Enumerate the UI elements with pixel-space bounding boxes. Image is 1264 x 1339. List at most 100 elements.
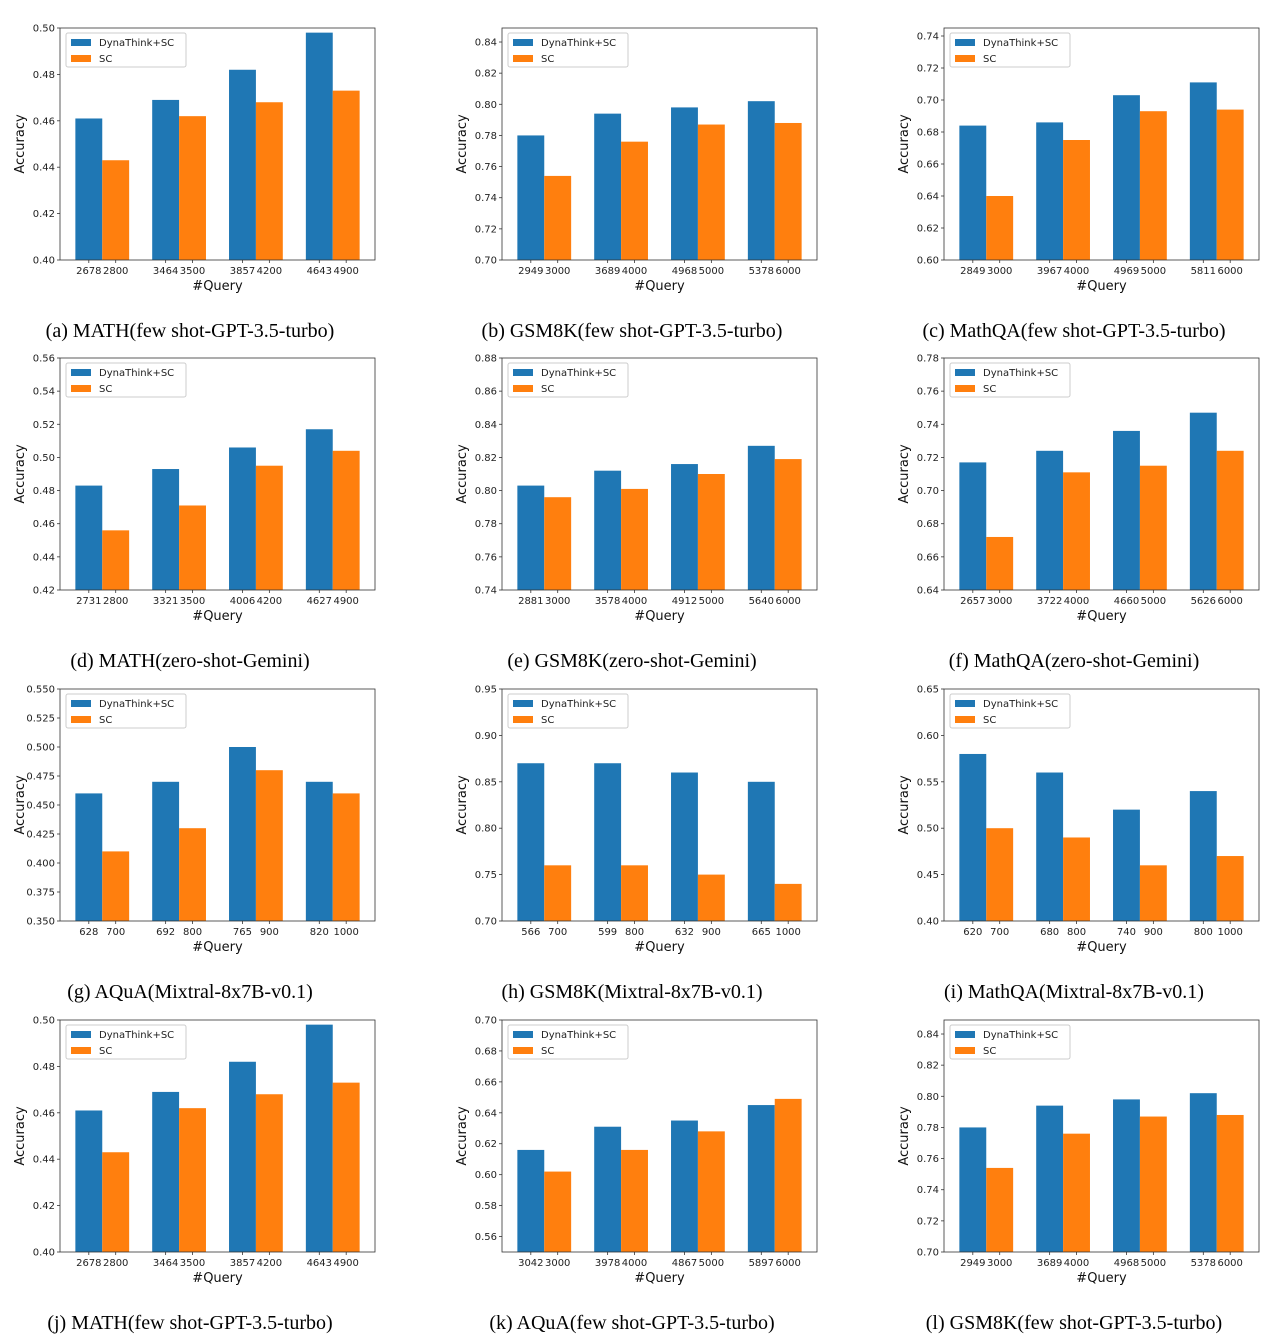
x-tick-label: 6000 xyxy=(1217,266,1242,277)
bar-sc xyxy=(774,459,802,590)
x-tick-label: 3722 xyxy=(1037,596,1062,607)
y-tick-label: 0.75 xyxy=(475,870,497,881)
legend-label: SC xyxy=(541,384,554,395)
legend-box xyxy=(507,32,629,68)
y-tick-label: 0.70 xyxy=(917,486,939,497)
y-tick-label: 0.375 xyxy=(26,888,55,899)
legend-label: DynaThink+SC xyxy=(983,699,1058,710)
y-tick-label: 0.500 xyxy=(26,743,55,754)
legend-label: DynaThink+SC xyxy=(541,368,616,379)
legend-box xyxy=(507,693,629,729)
x-axis-label: #Query xyxy=(1076,940,1127,955)
x-tick-label: 700 xyxy=(106,927,125,938)
subplot-d: 0.42 0.44 0.46 0.48 0.50 0.52 0.54 0.56 2731 2800… xyxy=(13,354,376,672)
x-tick-label: 4900 xyxy=(333,596,358,607)
x-tick-label: 599 xyxy=(598,927,617,938)
x-tick-label: 740 xyxy=(1117,927,1136,938)
subplot-caption: (b) GSM8K(few shot-GPT-3.5-turbo) xyxy=(482,320,783,342)
y-tick-label: 0.84 xyxy=(475,38,497,49)
plot-frame xyxy=(943,357,1260,591)
bar-dynathink-sc xyxy=(152,1091,180,1252)
y-tick-label: 0.68 xyxy=(917,519,939,530)
y-tick-label: 0.44 xyxy=(33,163,55,174)
y-axis-label: Accuracy xyxy=(455,775,470,835)
bar-dynathink-sc xyxy=(1113,95,1140,260)
bar-dynathink-sc xyxy=(747,1105,775,1252)
x-tick-label: 6000 xyxy=(1217,1258,1242,1269)
bar-dynathink-sc xyxy=(1113,430,1140,590)
y-tick-label: 0.50 xyxy=(33,24,55,35)
x-tick-label: 5897 xyxy=(749,1258,774,1269)
x-axis-label: #Query xyxy=(192,940,243,955)
y-tick-label: 0.80 xyxy=(475,100,497,111)
legend-label: SC xyxy=(983,715,996,726)
x-tick-label: 4006 xyxy=(230,596,255,607)
bar-dynathink-sc xyxy=(75,1110,103,1252)
legend-label: SC xyxy=(983,1046,996,1057)
subplot-c: 0.60 0.62 0.64 0.66 0.68 0.70 0.72 0.74 2849 3000… xyxy=(897,27,1260,342)
bar-sc xyxy=(102,530,130,590)
legend-swatch xyxy=(513,369,533,376)
legend-swatch xyxy=(513,55,533,62)
x-tick-label: 4000 xyxy=(1064,1258,1089,1269)
bar-dynathink-sc xyxy=(229,1061,256,1252)
x-tick-label: 6000 xyxy=(775,266,800,277)
y-tick-label: 0.550 xyxy=(26,685,55,696)
x-tick-label: 900 xyxy=(702,927,721,938)
x-tick-label: 4200 xyxy=(257,596,282,607)
y-tick-label: 0.70 xyxy=(917,96,939,107)
x-tick-label: 2881 xyxy=(518,596,543,607)
plot-frame xyxy=(943,1019,1260,1253)
legend: DynaThink+SC SC xyxy=(507,693,629,729)
x-tick-label: 5000 xyxy=(699,266,724,277)
y-tick-label: 0.72 xyxy=(917,1216,939,1227)
x-tick-label: 632 xyxy=(675,927,694,938)
legend-label: DynaThink+SC xyxy=(99,1030,174,1041)
x-tick-label: 5000 xyxy=(1141,596,1166,607)
bar-sc xyxy=(544,1171,572,1252)
legend: DynaThink+SC SC xyxy=(65,362,187,398)
subplot-k: 0.56 0.58 0.60 0.62 0.64 0.66 0.68 0.70 3042 3000… xyxy=(455,1016,818,1334)
plot-frame xyxy=(943,27,1260,261)
y-tick-label: 0.525 xyxy=(26,714,55,725)
bar-dynathink-sc xyxy=(305,1024,333,1252)
y-tick-label: 0.42 xyxy=(33,1201,55,1212)
bar-sc xyxy=(255,1094,283,1252)
x-tick-label: 4867 xyxy=(672,1258,697,1269)
x-tick-label: 6000 xyxy=(1217,596,1242,607)
y-tick-label: 0.450 xyxy=(26,801,55,812)
y-tick-label: 0.400 xyxy=(26,859,55,870)
plot-frame xyxy=(943,688,1260,922)
x-tick-label: 4643 xyxy=(307,1258,332,1269)
subplot-caption: (c) MathQA(few shot-GPT-3.5-turbo) xyxy=(922,320,1225,342)
y-tick-label: 0.80 xyxy=(475,824,497,835)
x-axis-label: #Query xyxy=(634,609,685,624)
subplot-caption: (g) AQuA(Mixtral-8x7B-v0.1) xyxy=(67,981,313,1003)
y-tick-label: 0.48 xyxy=(33,70,55,81)
bar-sc xyxy=(332,1082,360,1252)
plot-frame xyxy=(501,27,818,261)
bar-dynathink-sc xyxy=(594,1126,622,1252)
y-tick-label: 0.40 xyxy=(33,1248,55,1259)
y-axis-label: Accuracy xyxy=(897,114,912,174)
x-tick-label: 2849 xyxy=(960,266,985,277)
x-tick-label: 6000 xyxy=(775,596,800,607)
y-tick-label: 0.78 xyxy=(917,1123,939,1134)
bar-sc xyxy=(1139,1116,1167,1252)
bar-dynathink-sc xyxy=(1189,791,1217,921)
plot-frame xyxy=(59,27,376,261)
legend-swatch xyxy=(71,1047,91,1054)
subplot-j: 0.40 0.42 0.44 0.46 0.48 0.50 2678 2800 3464 3500… xyxy=(13,1016,376,1334)
bar-sc xyxy=(255,102,283,261)
y-tick-label: 0.84 xyxy=(475,420,497,431)
bar-dynathink-sc xyxy=(152,469,180,590)
bar-dynathink-sc xyxy=(75,485,103,590)
legend-swatch xyxy=(955,39,975,46)
legend: DynaThink+SC SC xyxy=(65,693,187,729)
legend-swatch xyxy=(71,385,91,392)
x-tick-label: 3464 xyxy=(153,1258,178,1269)
bar-dynathink-sc xyxy=(959,753,987,921)
bar-sc xyxy=(774,122,802,261)
plot-frame xyxy=(501,688,818,922)
legend-swatch xyxy=(513,39,533,46)
